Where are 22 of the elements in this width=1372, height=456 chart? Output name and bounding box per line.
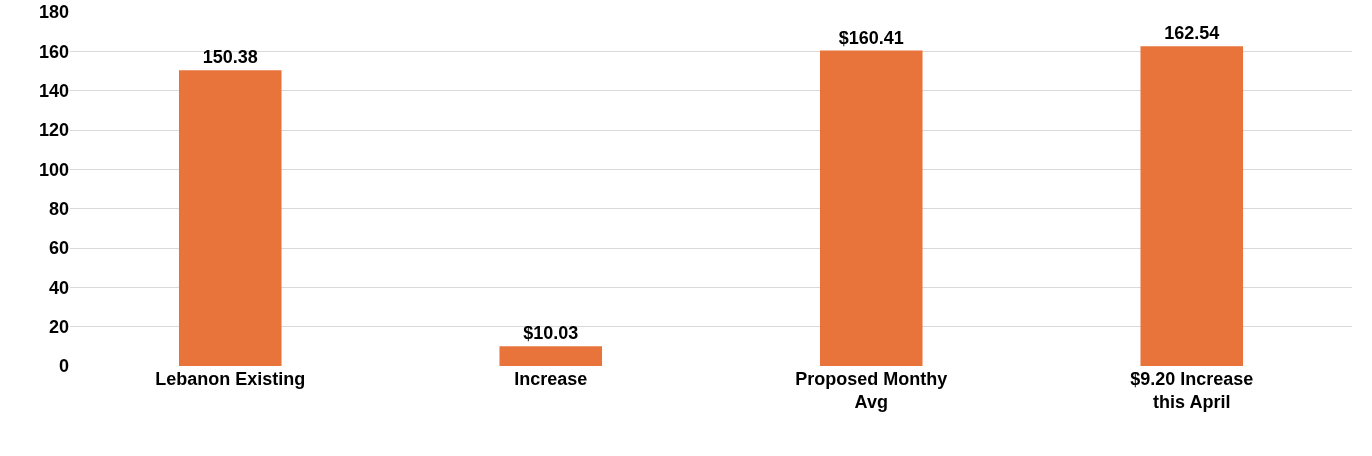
x-tick-label: Increase [514, 369, 588, 389]
x-tick-label: Lebanon Existing [155, 369, 306, 389]
data-label: $10.03 [523, 323, 579, 344]
y-tick-label: 0 [58, 356, 69, 377]
data-label: 162.54 [1164, 23, 1220, 44]
y-tick-label: 180 [38, 2, 69, 23]
y-tick-label: 100 [38, 159, 69, 180]
y-tick-label: 40 [48, 277, 69, 298]
x-tick-label: $9.20 Increase this April [1130, 369, 1254, 413]
data-label: $160.41 [838, 27, 904, 48]
bar [819, 50, 923, 366]
y-tick-label: 120 [38, 120, 69, 141]
y-tick-label: 60 [48, 238, 69, 259]
bar [1140, 46, 1244, 366]
y-tick-label: 140 [38, 80, 69, 101]
y-tick-label: 20 [48, 316, 69, 337]
y-tick-label: 80 [48, 198, 69, 219]
data-label: 150.38 [202, 47, 258, 68]
bar [499, 346, 603, 366]
y-tick-label: 160 [38, 41, 69, 62]
x-tick-label: Proposed Monthy Avg [795, 369, 948, 413]
bar [178, 70, 282, 366]
